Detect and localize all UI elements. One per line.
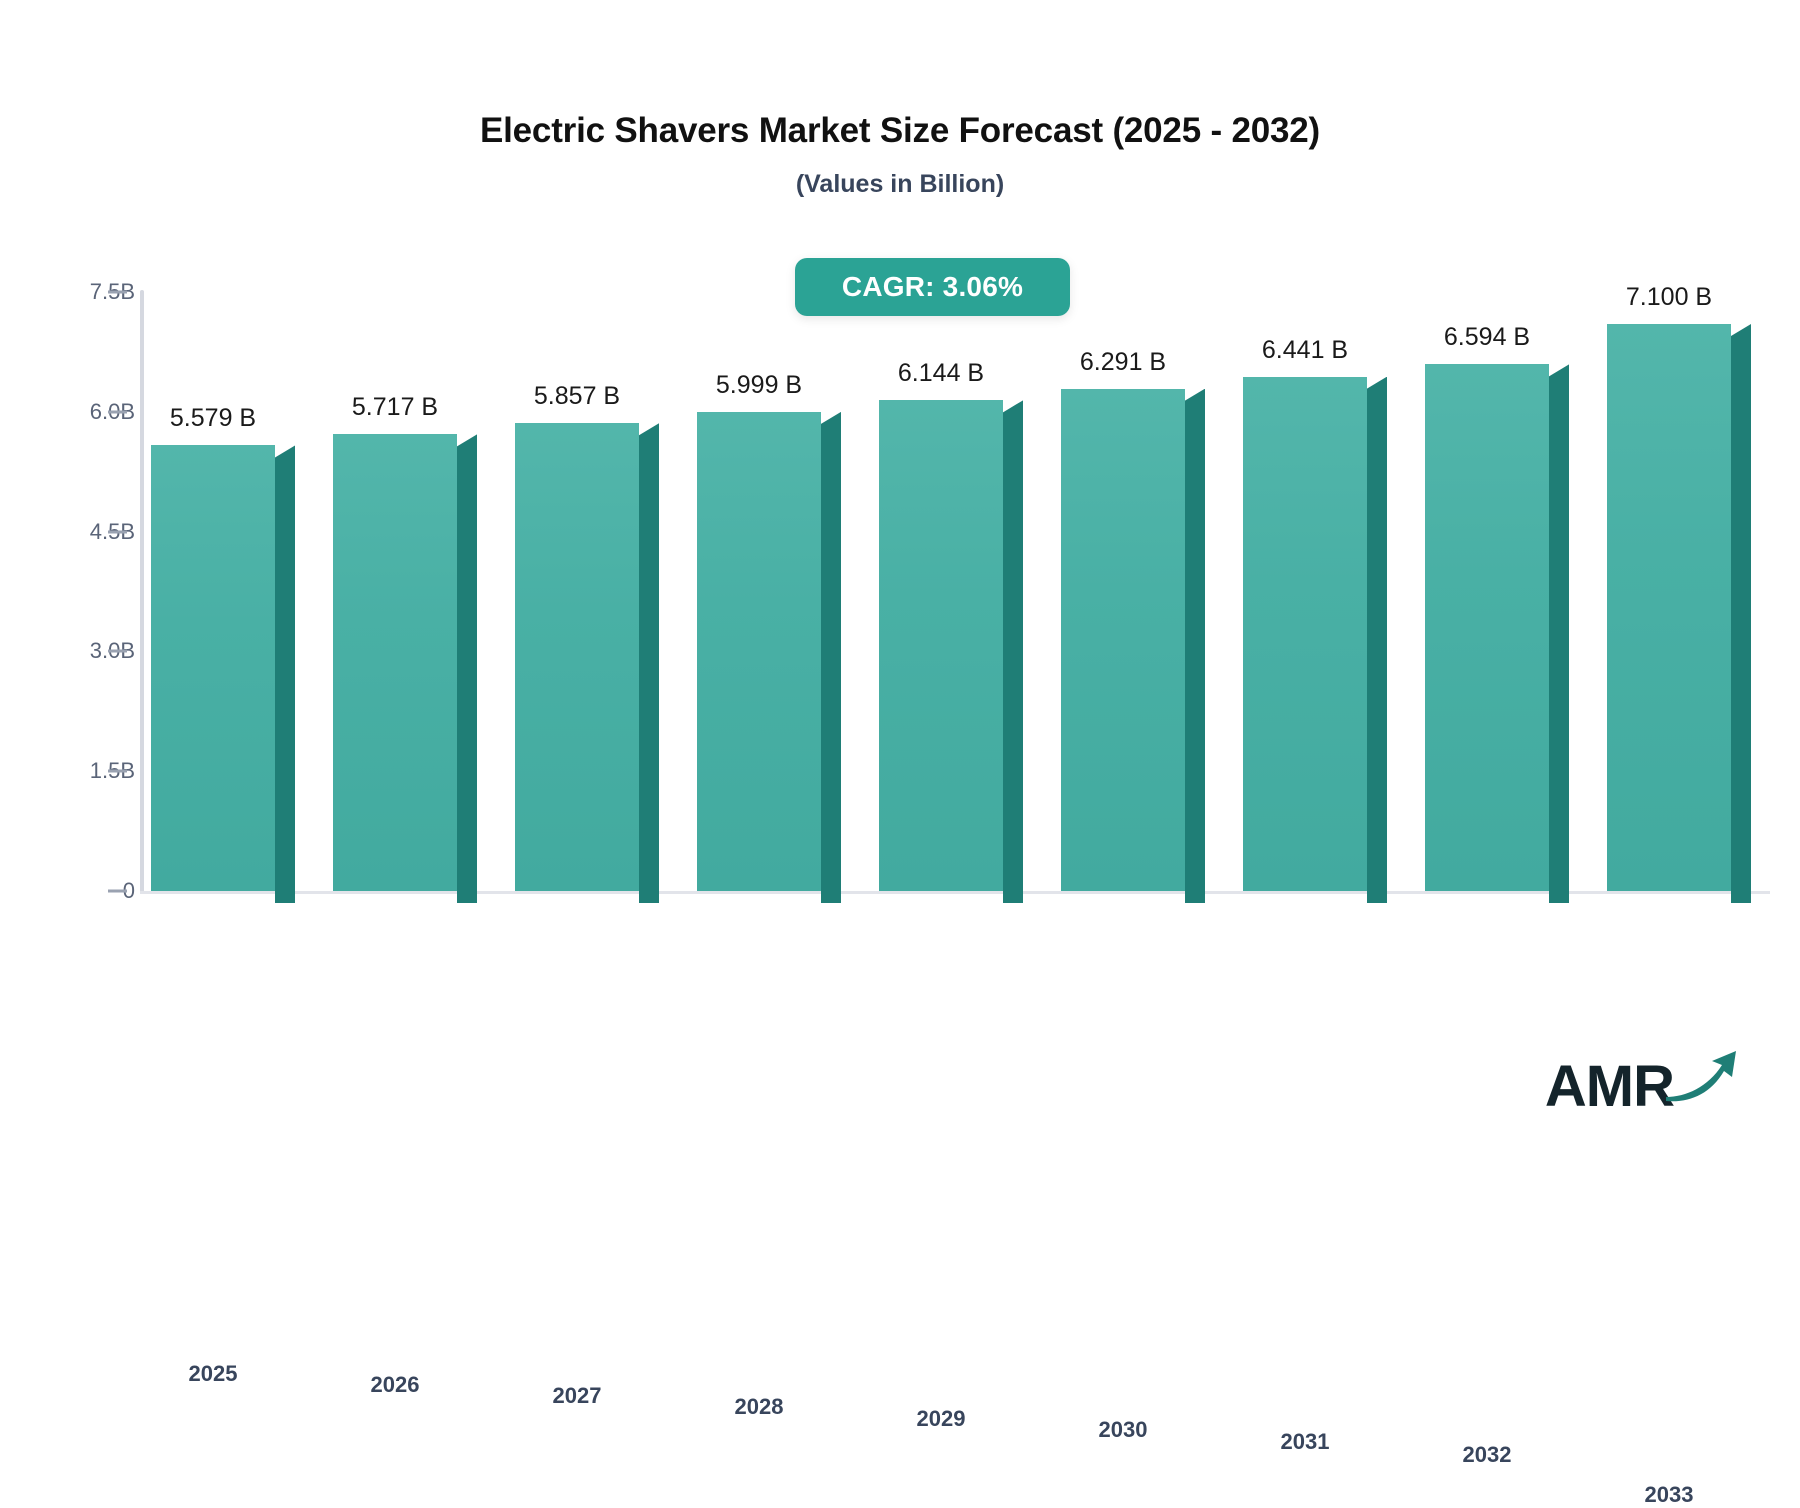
chart-subtitle: (Values in Billion)	[795, 169, 1005, 198]
bar-value-label: 6.441 B	[1261, 335, 1349, 364]
bar-value-label: 7.100 B	[1625, 282, 1713, 311]
bar-side-face	[821, 411, 841, 903]
y-axis-tick-mark	[108, 649, 127, 653]
bar-value-label: 5.717 B	[351, 393, 439, 422]
bar-column: 6.441 B 2031	[1243, 336, 1387, 1454]
bar-front-face	[1607, 323, 1731, 891]
bar-front-face	[1243, 376, 1367, 891]
bar-value-label: 5.857 B	[533, 382, 621, 411]
x-axis-category-label: 2032	[1462, 1441, 1512, 1467]
chart-plot-area: 0 1.5B 3.0B 4.5B 6.0B 7.5B 5.579 B 2025 5.717 B…	[90, 279, 1770, 1507]
bar-front-face	[697, 411, 821, 891]
bar-front-face	[151, 445, 275, 891]
bar-side-face	[1549, 364, 1569, 903]
bar-side-face	[1185, 388, 1205, 903]
bar-column: 6.144 B 2029	[879, 359, 1023, 1431]
x-axis-category-label: 2031	[1280, 1429, 1330, 1455]
growth-arrow-icon	[1664, 1047, 1740, 1108]
bar-value-label: 5.999 B	[715, 370, 803, 399]
bar-value-label: 5.579 B	[169, 404, 257, 433]
bar-column: 5.717 B 2026	[333, 393, 477, 1397]
x-axis-category-label: 2026	[370, 1371, 420, 1397]
bar-value-label: 6.291 B	[1079, 347, 1167, 376]
x-axis-category-label: 2025	[188, 1360, 238, 1386]
bar-front-face	[515, 423, 639, 891]
bar-column: 7.100 B 2033	[1607, 283, 1751, 1507]
logo-text: AMR	[1544, 1054, 1675, 1119]
bar-front-face	[1061, 388, 1185, 891]
bar-column: 5.999 B 2028	[697, 371, 841, 1419]
bar-front-face	[1425, 364, 1549, 891]
bar-column: 6.594 B 2032	[1425, 323, 1569, 1467]
y-axis-tick-mark	[108, 410, 127, 414]
bar-column: 5.857 B 2027	[515, 382, 659, 1408]
x-axis-category-label: 2027	[552, 1382, 602, 1408]
bar-value-label: 6.144 B	[897, 359, 985, 388]
cagr-badge: CAGR: 3.06%	[795, 258, 1070, 316]
x-axis-category-label: 2029	[916, 1405, 966, 1431]
amr-logo: AMR	[1545, 1047, 1740, 1116]
bar-side-face	[1731, 323, 1751, 903]
x-axis-baseline	[140, 891, 1770, 894]
bar-side-face	[275, 445, 295, 903]
page-title: Electric Shavers Market Size Forecast (2…	[480, 111, 1320, 150]
bar-front-face	[333, 434, 457, 891]
y-axis-tick-mark	[108, 530, 127, 534]
y-axis-tick-mark	[108, 889, 127, 893]
x-axis-category-label: 2033	[1644, 1482, 1694, 1508]
bar-side-face	[639, 423, 659, 903]
x-axis-category-label: 2028	[734, 1394, 784, 1420]
bar-side-face	[1003, 400, 1023, 903]
bar-side-face	[457, 434, 477, 903]
bar-side-face	[1367, 376, 1387, 903]
y-axis-line	[140, 290, 144, 893]
bar-front-face	[879, 400, 1003, 891]
bar-column: 5.579 B 2025	[151, 404, 295, 1386]
x-axis-category-label: 2030	[1098, 1417, 1148, 1443]
y-axis-tick-mark	[108, 290, 127, 294]
y-axis-tick-mark	[108, 769, 127, 773]
chart-header: Electric Shavers Market Size Forecast (2…	[0, 0, 1800, 198]
bar-value-label: 6.594 B	[1443, 323, 1531, 352]
y-axis-tick-label: 0	[122, 878, 135, 903]
bar-column: 6.291 B 2030	[1061, 348, 1205, 1442]
